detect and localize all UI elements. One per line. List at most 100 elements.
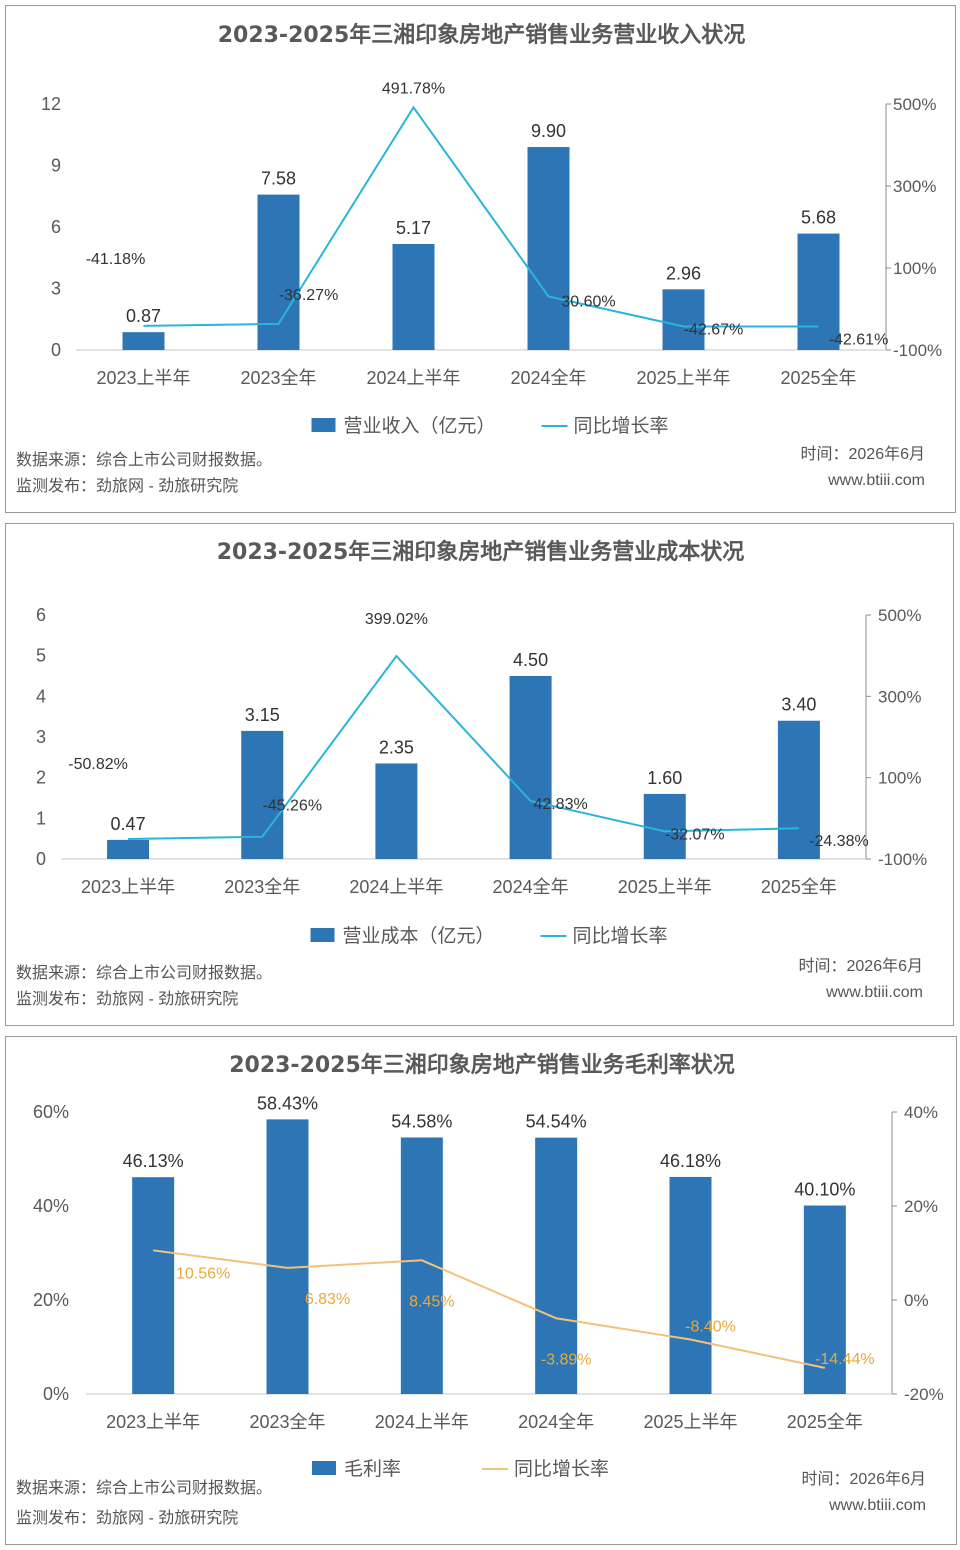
line-data-label: 30.60% [561,293,615,310]
bar-data-label: 54.58% [391,1111,452,1131]
x-tick-label: 2023全年 [240,368,316,388]
x-tick-label: 2024上半年 [366,368,460,388]
bar [527,147,570,350]
publisher-text: 监测发布：劲旅网 - 劲旅研究院 [16,1510,239,1527]
growth-line [153,1249,826,1369]
line-data-label: -8.40% [685,1318,736,1335]
x-tick-label: 2023上半年 [106,1412,200,1432]
publisher-text: 监测发布：劲旅网 - 劲旅研究院 [16,991,239,1008]
x-tick-label: 2024上半年 [349,877,443,897]
x-tick-label: 2025全年 [780,368,856,388]
site-text: www.btiii.com [829,1497,926,1514]
legend-swatch-bar [311,418,336,432]
bar [669,1176,712,1394]
legend-label-bar: 营业收入（亿元） [344,415,496,437]
date-text: 时间：2026年6月 [800,446,926,463]
y-tick-label-left: 60% [33,1102,69,1122]
bar-data-label: 54.54% [526,1112,587,1132]
y-tick-label-right: 500% [878,606,921,625]
x-tick-label: 2025上半年 [636,368,730,388]
bar [392,244,435,350]
bar-data-label: 3.15 [245,705,280,725]
y-tick-label-right: 300% [893,177,936,196]
y-tick-label-left: 0 [36,849,46,869]
legend-label-line: 同比增长率 [574,415,669,437]
bar-data-label: 46.13% [123,1151,184,1171]
bar [643,793,686,859]
revenue-chart-panel: 2023-2025年三湘印象房地产销售业务营业收入状况 0 3 6 9 12 -100% 10… [5,5,956,513]
cost-chart: 2023-2025年三湘印象房地产销售业务营业成本状况 0 1 2 3 4 5 6 -100% 1… [36,539,927,947]
bar-data-label: 2.35 [379,737,414,757]
y-tick-label-left: 0 [51,340,61,360]
source-text: 数据来源：综合上市公司财报数据。 [16,965,273,982]
bar [132,1177,175,1394]
legend-label-bar: 毛利率 [344,1458,401,1480]
y-tick-label-right: -100% [878,850,927,869]
line-data-label: -41.18% [86,251,146,268]
site-text: www.btiii.com [826,984,923,1001]
growth-line [128,654,799,840]
bar [803,1205,846,1394]
y-tick-label-right: 20% [904,1197,938,1216]
source-text: 数据来源：综合上市公司财报数据。 [16,452,273,469]
bar [509,676,552,859]
y-tick-label-right: -100% [893,341,942,360]
bar [662,289,705,350]
x-tick-label: 2025全年 [787,1412,863,1432]
line-data-label: -42.61% [829,331,889,348]
x-tick-label: 2025上半年 [618,877,712,897]
bar [797,233,840,350]
line-data-label: 6.83% [305,1291,350,1308]
bar [266,1119,309,1394]
legend-swatch-bar [310,928,335,942]
x-tick-label: 2024全年 [518,1412,594,1432]
line-data-label: 8.45% [409,1293,454,1310]
x-tick-label: 2024全年 [493,877,569,897]
bar-data-label: 1.60 [647,768,682,788]
x-tick-label: 2023上半年 [96,368,190,388]
bar-data-label: 58.43% [257,1093,318,1113]
line-data-label: -42.67% [684,321,744,338]
y-tick-label-left: 6 [36,605,46,625]
line-data-label: 491.78% [382,80,445,97]
y-tick-label-left: 9 [51,156,61,176]
date-text: 时间：2026年6月 [801,1471,927,1488]
y-tick-label-left: 1 [36,808,46,828]
legend-label-bar: 营业成本（亿元） [343,925,495,947]
margin-chart: 2023-2025年三湘印象房地产销售业务毛利率状况 0% 20% 40% 60% -20… [33,1052,944,1480]
y-tick-label-left: 12 [41,94,61,114]
y-tick-label-left: 3 [51,279,61,299]
y-tick-label-right: 100% [893,259,936,278]
date-text: 时间：2026年6月 [798,958,924,975]
y-tick-label-right: 0% [904,1291,929,1310]
bar-data-label: 46.18% [660,1151,721,1171]
publisher-text: 监测发布：劲旅网 - 劲旅研究院 [16,478,239,495]
bar [107,839,150,859]
y-tick-label-left: 4 [36,686,46,706]
cost-chart-panel: 2023-2025年三湘印象房地产销售业务营业成本状况 0 1 2 3 4 5 6 -100% 1… [5,523,954,1026]
bar-data-label: 3.40 [781,695,816,715]
x-tick-label: 2023全年 [224,877,300,897]
revenue-chart: 2023-2025年三湘印象房地产销售业务营业收入状况 0 3 6 9 12 -100% 10… [41,22,942,437]
bar [257,194,300,350]
y-tick-label-left: 3 [36,727,46,747]
x-tick-label: 2023上半年 [81,877,175,897]
y-tick-label-right: 100% [878,769,921,788]
y-tick-label-left: 20% [33,1290,69,1310]
site-text: www.btiii.com [828,472,925,489]
bar-data-label: 40.10% [794,1180,855,1200]
bar-data-label: 4.50 [513,650,548,670]
bar [777,720,820,859]
line-data-label: -36.27% [279,287,339,304]
bar-data-label: 0.47 [111,814,146,834]
y-tick-label-left: 40% [33,1196,69,1216]
line-data-label: -3.89% [541,1351,592,1368]
growth-line [143,105,819,328]
bar [241,730,284,859]
x-tick-label: 2023全年 [249,1412,325,1432]
legend-label-line: 同比增长率 [573,925,668,947]
y-tick-label-right: -20% [904,1385,944,1404]
y-tick-label-left: 2 [36,768,46,788]
bar [375,763,418,859]
line-data-label: -45.26% [262,798,322,815]
